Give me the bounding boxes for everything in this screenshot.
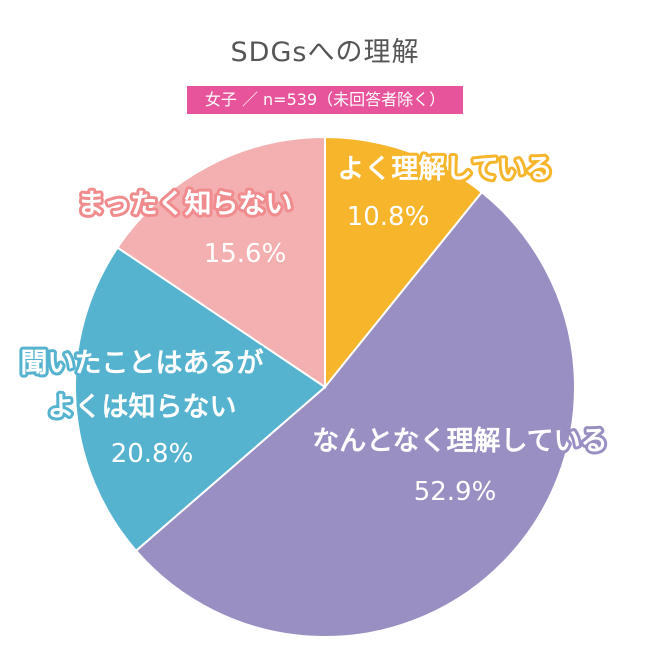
slice-value-label: 10.8% [347,202,430,232]
pie-slice [134,190,576,638]
slice-label: よくは知らない [48,392,237,423]
slice-label: 聞いたことはあるが [21,347,264,379]
pie-slice [324,135,484,390]
slice-value-label: 20.8% [111,439,194,469]
slice-label: まったく知らない [78,189,293,220]
slice-label: なんとなく理解している [312,426,607,457]
chart-title: SDGsへの理解 [230,37,420,68]
chart-subtitle: 女子 ／ n=539（未回答者除く） [187,86,463,114]
slice-value-label: 15.6% [204,239,287,269]
slice-value-label: 52.9% [414,477,497,507]
slice-label: よく理解している [337,154,552,185]
pie-slice [74,246,327,553]
pie-slice [116,135,326,389]
